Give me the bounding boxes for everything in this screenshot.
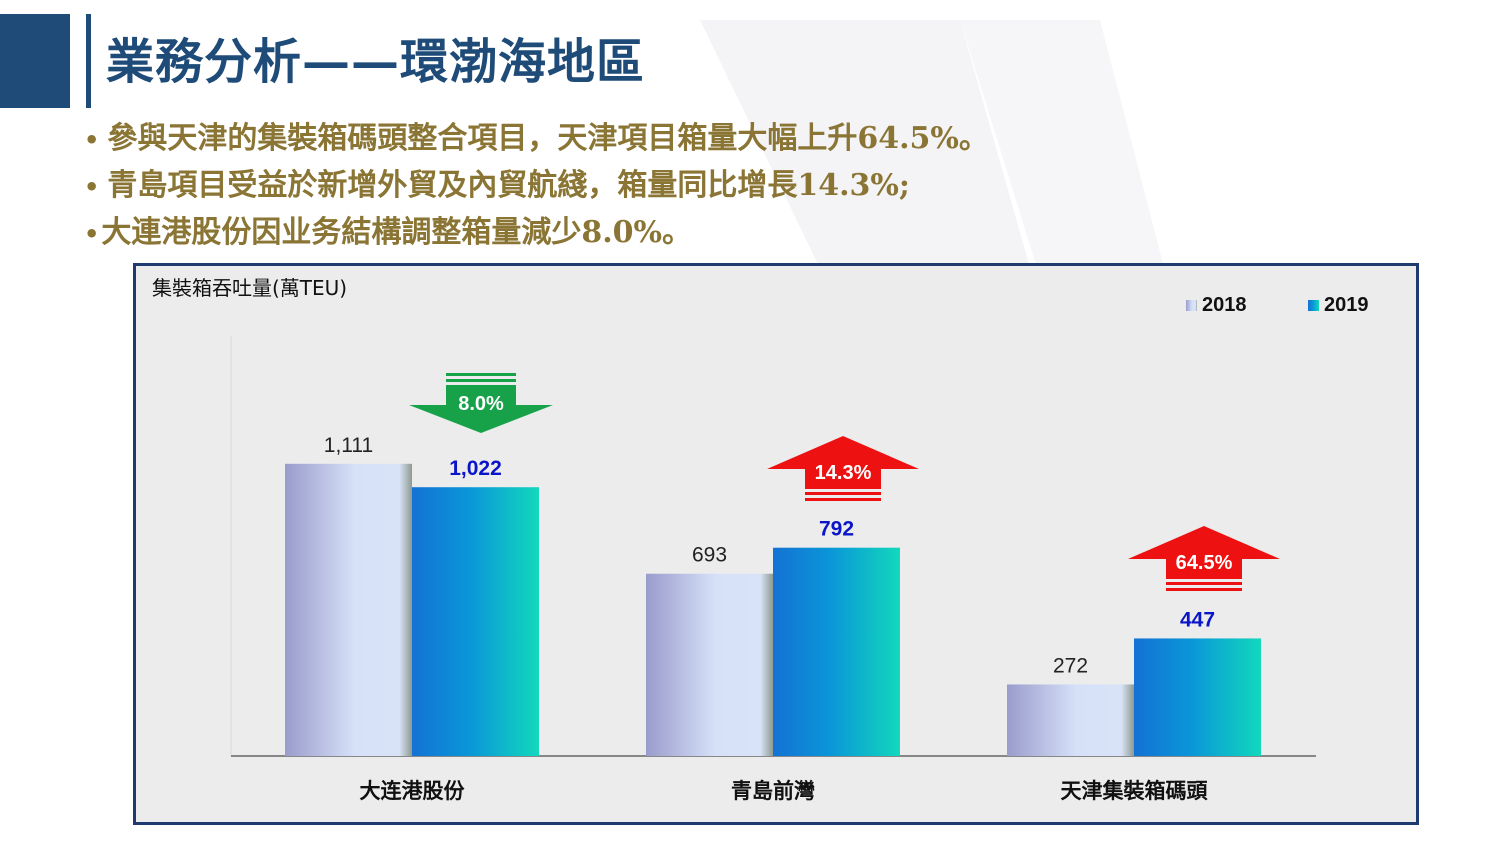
data-label-2019: 792 <box>819 518 854 541</box>
down-arrow-icon: 8.0% <box>409 373 553 433</box>
bullet-dot-icon: • <box>84 126 100 154</box>
bar-2019 <box>412 487 539 756</box>
change-label: 14.3% <box>815 462 872 484</box>
legend-swatch-2019 <box>1308 300 1319 311</box>
data-label-2018: 693 <box>692 544 727 567</box>
bullet-text: 參與天津的集裝箱碼頭整合項目，天津項目箱量大幅上升64.5%。 <box>107 121 989 156</box>
change-label: 8.0% <box>458 393 504 415</box>
bullet-dot-icon: • <box>84 220 100 248</box>
bullet-item: • 青島項目受益於新增外貿及內貿航綫，箱量同比增長14.3%; <box>84 163 989 210</box>
legend-label-2018: 2018 <box>1202 294 1247 316</box>
bullet-text: 青島項目受益於新增外貿及內貿航綫，箱量同比增長14.3%; <box>107 168 910 203</box>
category-label: 天津集裝箱碼頭 <box>1061 779 1209 803</box>
chart-frame: 集裝箱吞吐量(萬TEU) 2018 2019 1,111 1,022 大连港股份 693… <box>133 263 1419 825</box>
change-label: 64.5% <box>1176 552 1233 574</box>
data-label-2018: 272 <box>1053 654 1088 677</box>
bullet-text: 大連港股份因业务結構調整箱量減少8.0%。 <box>101 215 693 250</box>
legend-swatch-2018 <box>1186 300 1197 311</box>
page-title: 業務分析——環渤海地區 <box>106 34 646 90</box>
data-label-2019: 447 <box>1180 608 1215 631</box>
bar-2018 <box>1007 684 1134 756</box>
corner-block <box>0 14 70 108</box>
data-label-2018: 1,111 <box>324 434 373 457</box>
bullet-item: •大連港股份因业务結構調整箱量減少8.0%。 <box>84 210 989 257</box>
bullet-list: • 參與天津的集裝箱碼頭整合項目，天津項目箱量大幅上升64.5%。 • 青島項目受益… <box>84 116 989 257</box>
bar-2019 <box>1134 638 1261 756</box>
bar-2018 <box>285 463 412 756</box>
up-arrow-icon: 64.5% <box>1128 526 1280 591</box>
title-accent-bar <box>86 14 91 108</box>
bar-chart: 集裝箱吞吐量(萬TEU) 2018 2019 1,111 1,022 大连港股份 693… <box>152 276 1369 803</box>
category-label: 青島前灣 <box>731 779 815 803</box>
bar-2018 <box>646 573 773 756</box>
chart-legend: 2018 2019 <box>1186 294 1369 316</box>
bullet-item: • 參與天津的集裝箱碼頭整合項目，天津項目箱量大幅上升64.5%。 <box>84 116 989 163</box>
legend-label-2019: 2019 <box>1324 294 1369 316</box>
category-label: 大连港股份 <box>360 779 466 803</box>
bullet-dot-icon: • <box>84 173 100 201</box>
chart-unit-label: 集裝箱吞吐量(萬TEU) <box>152 276 347 300</box>
up-arrow-icon: 14.3% <box>767 436 919 501</box>
bar-2019 <box>773 547 900 756</box>
data-label-2019: 1,022 <box>449 457 502 480</box>
